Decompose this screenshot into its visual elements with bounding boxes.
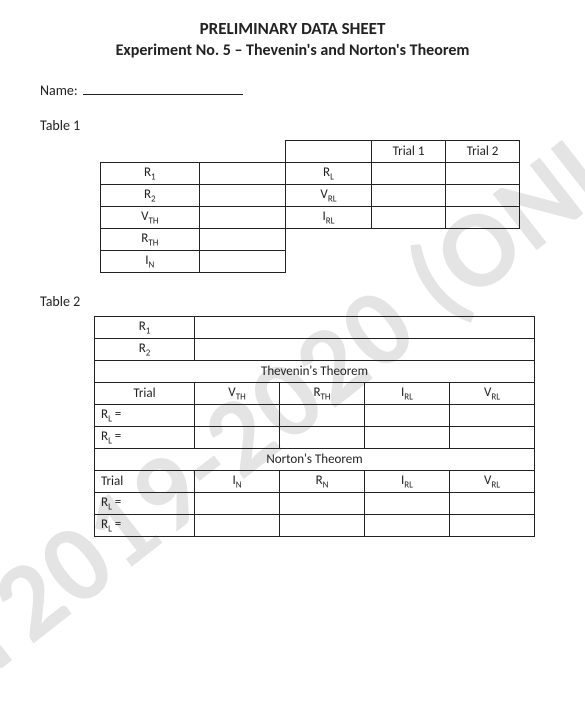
blank-cell — [285, 229, 371, 251]
table-row: IN — [101, 251, 520, 273]
table-row: Trial VTH RTH IRL VRL — [95, 383, 535, 405]
name-row: Name: — [40, 82, 545, 99]
rn-header: RN — [280, 471, 365, 493]
rl-eq-label: RL = — [95, 427, 195, 449]
rth-header: RTH — [280, 383, 365, 405]
table-row: RL = — [95, 405, 535, 427]
table2-container: R1 R2 Thevenin's Theorem Trial VTH RTH I… — [94, 316, 545, 537]
cell-r2-value[interactable] — [195, 339, 535, 361]
data-cell[interactable] — [195, 515, 280, 537]
rl-eq-label: RL = — [95, 493, 195, 515]
data-cell[interactable] — [280, 515, 365, 537]
table-row: R2 — [95, 339, 535, 361]
name-input-line[interactable] — [83, 82, 243, 95]
blank-cell — [372, 229, 446, 251]
table-row: Trial IN RN IRL VRL — [95, 471, 535, 493]
irl-header: IRL — [365, 383, 450, 405]
cell-r2-label: R2 — [95, 339, 195, 361]
data-cell[interactable] — [365, 405, 450, 427]
data-cell[interactable] — [450, 405, 535, 427]
cell-vth-label: VTH — [101, 207, 200, 229]
data-cell[interactable] — [450, 515, 535, 537]
table-row: R1 RL — [101, 163, 520, 185]
in-header: IN — [195, 471, 280, 493]
cell-irl-trial1[interactable] — [372, 207, 446, 229]
page: PRELIMINARY DATA SHEET Experiment No. 5 … — [0, 0, 585, 537]
cell-irl-trial2[interactable] — [446, 207, 520, 229]
blank-cell — [446, 251, 520, 273]
irl-header: IRL — [365, 471, 450, 493]
blank-cell — [199, 141, 285, 163]
cell-r1-label: R1 — [95, 317, 195, 339]
cell-r2-label: R2 — [101, 185, 200, 207]
table-row: RL = — [95, 427, 535, 449]
blank-cell — [285, 251, 371, 273]
table-row: RL = — [95, 493, 535, 515]
data-cell[interactable] — [195, 405, 280, 427]
cell-rl-trial2[interactable] — [446, 163, 520, 185]
vrl-header: VRL — [450, 383, 535, 405]
cell-r1-label: R1 — [101, 163, 200, 185]
page-title: PRELIMINARY DATA SHEET — [40, 18, 545, 39]
data-cell[interactable] — [450, 427, 535, 449]
blank-cell — [446, 229, 520, 251]
blank-cell — [372, 251, 446, 273]
cell-in-label: IN — [101, 251, 200, 273]
vth-header: VTH — [195, 383, 280, 405]
cell-rth-value[interactable] — [199, 229, 285, 251]
data-cell[interactable] — [280, 493, 365, 515]
table1-container: Trial 1 Trial 2 R1 RL R2 VRL VTH IRL — [100, 140, 545, 273]
blank-cell — [101, 141, 200, 163]
table-row: RTH — [101, 229, 520, 251]
data-cell[interactable] — [195, 427, 280, 449]
norton-header: Norton's Theorem — [95, 449, 535, 471]
cell-vrl-label: VRL — [285, 185, 371, 207]
trial1-header: Trial 1 — [372, 141, 446, 163]
blank-cell — [285, 141, 371, 163]
rl-eq-label: RL = — [95, 515, 195, 537]
table2: R1 R2 Thevenin's Theorem Trial VTH RTH I… — [94, 316, 535, 537]
cell-rl-trial1[interactable] — [372, 163, 446, 185]
vrl-header: VRL — [450, 471, 535, 493]
trial-header: Trial — [95, 471, 195, 493]
cell-r1-value[interactable] — [195, 317, 535, 339]
data-cell[interactable] — [195, 493, 280, 515]
cell-rth-label: RTH — [101, 229, 200, 251]
table-row: R2 VRL — [101, 185, 520, 207]
table-row: Trial 1 Trial 2 — [101, 141, 520, 163]
table-row: R1 — [95, 317, 535, 339]
page-subtitle: Experiment No. 5 – Thevenin's and Norton… — [40, 41, 545, 60]
data-cell[interactable] — [365, 493, 450, 515]
table-row: Thevenin's Theorem — [95, 361, 535, 383]
data-cell[interactable] — [280, 405, 365, 427]
table1-label: Table 1 — [40, 117, 545, 134]
trial-header: Trial — [95, 383, 195, 405]
data-cell[interactable] — [365, 515, 450, 537]
cell-irl-label: IRL — [285, 207, 371, 229]
cell-r2-value[interactable] — [199, 185, 285, 207]
name-label: Name: — [40, 82, 78, 99]
table-row: Norton's Theorem — [95, 449, 535, 471]
cell-vrl-trial2[interactable] — [446, 185, 520, 207]
table1: Trial 1 Trial 2 R1 RL R2 VRL VTH IRL — [100, 140, 520, 273]
trial2-header: Trial 2 — [446, 141, 520, 163]
rl-eq-label: RL = — [95, 405, 195, 427]
cell-rl-label: RL — [285, 163, 371, 185]
cell-vrl-trial1[interactable] — [372, 185, 446, 207]
cell-vth-value[interactable] — [199, 207, 285, 229]
cell-in-value[interactable] — [199, 251, 285, 273]
cell-r1-value[interactable] — [199, 163, 285, 185]
table2-label: Table 2 — [40, 293, 545, 310]
data-cell[interactable] — [280, 427, 365, 449]
data-cell[interactable] — [365, 427, 450, 449]
thevenin-header: Thevenin's Theorem — [95, 361, 535, 383]
table-row: RL = — [95, 515, 535, 537]
table-row: VTH IRL — [101, 207, 520, 229]
data-cell[interactable] — [450, 493, 535, 515]
